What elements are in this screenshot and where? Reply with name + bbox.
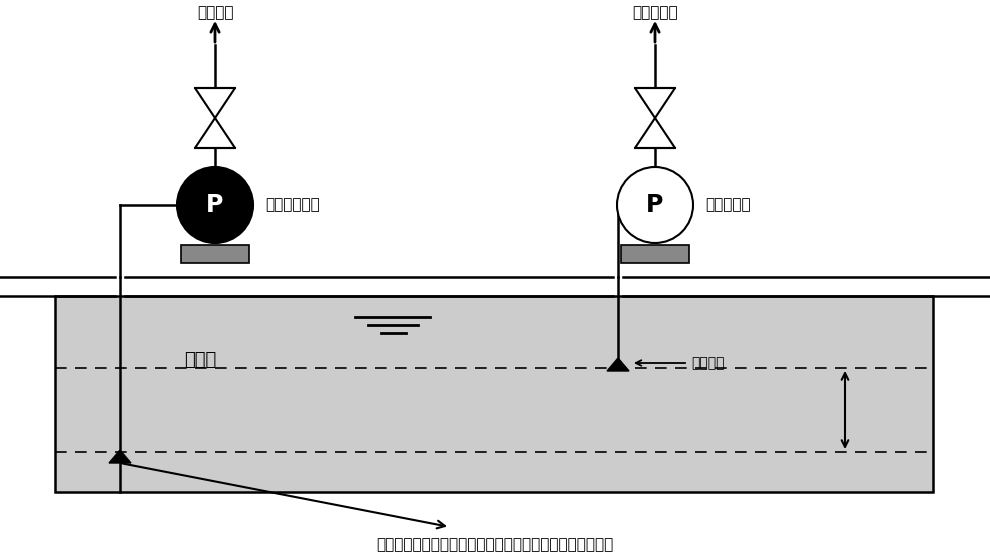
Text: P: P xyxy=(206,193,224,217)
Text: フート弁: フート弁 xyxy=(691,356,725,370)
Polygon shape xyxy=(635,118,675,148)
Circle shape xyxy=(177,167,253,243)
Bar xyxy=(55,296,933,492)
Polygon shape xyxy=(635,88,675,118)
Polygon shape xyxy=(195,88,235,118)
Polygon shape xyxy=(607,358,629,371)
Text: 消火栓ポンプ: 消火栓ポンプ xyxy=(265,198,320,213)
Text: 一般設備へ: 一般設備へ xyxy=(633,5,678,20)
Text: 他のポンプ: 他のポンプ xyxy=(705,198,750,213)
Polygon shape xyxy=(109,450,131,463)
Polygon shape xyxy=(195,118,235,148)
Bar xyxy=(621,245,689,263)
Text: P: P xyxy=(646,193,663,217)
Circle shape xyxy=(617,167,693,243)
Text: 落差（この部分の水量（落差水量）を有効水量とする。）: 落差（この部分の水量（落差水量）を有効水量とする。） xyxy=(376,538,614,553)
Text: 貯水槽: 貯水槽 xyxy=(184,351,216,369)
Text: 消火栓へ: 消火栓へ xyxy=(197,5,234,20)
Bar xyxy=(181,245,249,263)
